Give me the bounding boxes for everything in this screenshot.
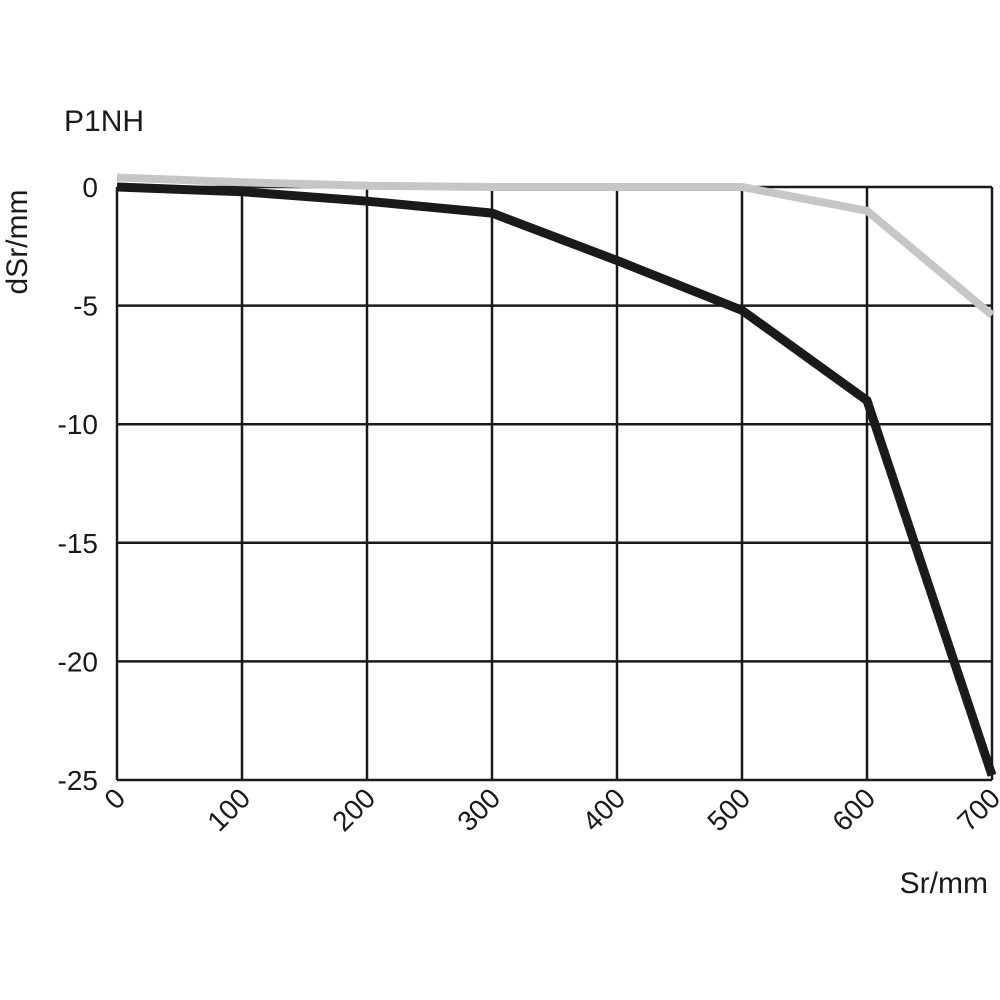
x-tick-label-0: 0 <box>98 782 131 815</box>
x-tick-labels: 0 100 200 300 400 500 600 700 <box>98 782 1000 837</box>
y-tick-label-2: -10 <box>58 409 98 440</box>
series-layer <box>116 173 997 777</box>
series-line-0 <box>116 182 997 777</box>
y-axis-title: dSr/mm <box>1 190 34 295</box>
x-axis-title: Sr/mm <box>900 867 988 900</box>
x-tick-label-4: 400 <box>576 782 631 837</box>
x-tick-label-7: 700 <box>951 782 1000 837</box>
y-tick-label-0: 0 <box>82 172 98 203</box>
x-tick-label-2: 200 <box>326 782 381 837</box>
series-line-1 <box>116 173 995 319</box>
y-tick-label-5: -25 <box>58 765 98 796</box>
y-tick-label-3: -15 <box>58 528 98 559</box>
x-tick-label-5: 500 <box>701 782 756 837</box>
x-tick-label-6: 600 <box>826 782 881 837</box>
x-tick-label-1: 100 <box>201 782 256 837</box>
y-tick-label-4: -20 <box>58 646 98 677</box>
chart-title: P1NH <box>64 105 144 138</box>
grid <box>115 185 994 782</box>
y-tick-label-1: -5 <box>73 291 98 322</box>
x-tick-label-3: 300 <box>451 782 506 837</box>
y-tick-labels: 0 -5 -10 -15 -20 -25 <box>58 172 98 796</box>
